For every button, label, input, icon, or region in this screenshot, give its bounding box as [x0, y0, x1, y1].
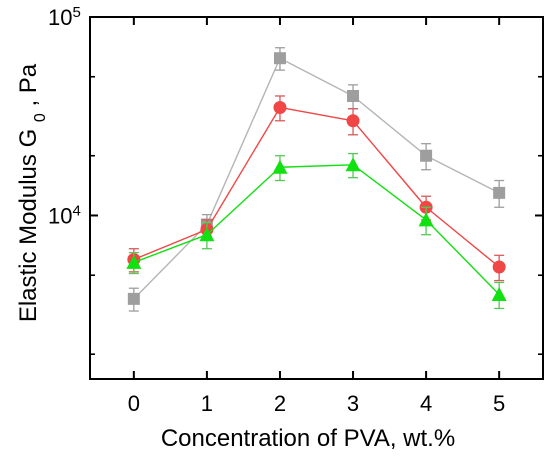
data-point-triangle: [345, 157, 361, 172]
x-tick-label: 1: [201, 391, 213, 416]
y-axis-title-subscript: 0: [32, 113, 49, 122]
x-tick-label: 0: [128, 391, 140, 416]
y-tick-label-base: 10: [48, 5, 72, 30]
data-point-square: [347, 89, 360, 102]
x-tick-label: 5: [493, 391, 505, 416]
series-line: [133, 164, 500, 296]
data-point-square: [420, 149, 433, 162]
series-layer: [126, 47, 507, 312]
data-point-triangle: [272, 159, 288, 174]
x-tick-label: 4: [420, 391, 432, 416]
series-line: [133, 57, 500, 300]
plot-frame: [89, 16, 544, 380]
plot-frame-layer: [89, 16, 544, 380]
data-point-triangle: [418, 212, 434, 227]
data-series: [127, 95, 506, 282]
data-point-circle: [346, 114, 360, 128]
x-tick-label: 3: [347, 391, 359, 416]
data-point-circle: [273, 100, 287, 114]
y-tick-label: 105: [48, 4, 81, 31]
y-axis-title: Elastic Modulus G 0 , Pa: [15, 63, 49, 322]
y-axis-title-suffix: , Pa: [15, 63, 42, 106]
data-point-triangle: [126, 254, 142, 269]
x-tick-label: 2: [274, 391, 286, 416]
data-series: [127, 47, 506, 312]
data-point-triangle: [491, 286, 507, 301]
y-tick-label-exponent: 4: [72, 202, 80, 219]
data-series: [126, 152, 507, 310]
data-point-square: [127, 292, 140, 305]
data-point-square: [493, 186, 506, 199]
data-point-circle: [492, 260, 506, 274]
y-axis-title-main: Elastic Modulus G: [15, 129, 42, 322]
series-line: [133, 106, 500, 268]
data-point-square: [273, 52, 286, 65]
y-tick-label: 104: [48, 202, 81, 229]
data-point-triangle: [199, 227, 215, 242]
x-axis-title: Concentration of PVA, wt.%: [161, 425, 455, 452]
y-tick-label-base: 10: [48, 203, 72, 228]
y-tick-label-exponent: 5: [72, 4, 80, 21]
